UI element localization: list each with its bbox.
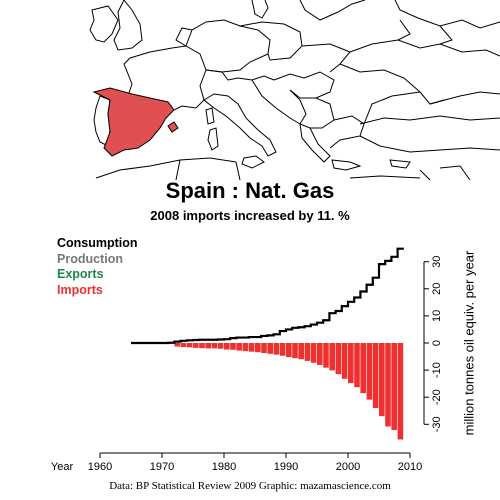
imports-bar bbox=[286, 343, 292, 358]
imports-bar bbox=[304, 343, 311, 361]
map-border bbox=[205, 107, 215, 125]
imports-bar bbox=[236, 343, 242, 351]
y-tick-label: 30 bbox=[431, 256, 443, 268]
imports-bar bbox=[211, 343, 218, 349]
y-tick-label: -30 bbox=[431, 416, 443, 432]
x-tick-label: 1970 bbox=[150, 461, 174, 473]
map-border bbox=[89, 5, 119, 43]
imports-bar bbox=[335, 343, 342, 375]
imports-bar bbox=[329, 343, 335, 371]
legend-imports: Imports bbox=[57, 282, 103, 297]
map-border bbox=[207, 127, 219, 151]
y-tick-label: 20 bbox=[431, 283, 443, 295]
spain-highlight bbox=[92, 87, 175, 157]
imports-bar bbox=[242, 343, 249, 352]
map-border bbox=[251, 79, 307, 125]
imports-bar bbox=[261, 343, 267, 354]
map-border bbox=[95, 157, 237, 179]
map-border bbox=[239, 21, 303, 61]
map-border bbox=[363, 91, 421, 125]
map-border bbox=[349, 39, 500, 57]
y-tick-label: -10 bbox=[431, 362, 443, 378]
map-border bbox=[123, 45, 207, 113]
imports-bar bbox=[273, 343, 280, 355]
imports-bar bbox=[193, 343, 199, 348]
chart-title: Spain : Nat. Gas bbox=[165, 178, 335, 203]
balearic-islands bbox=[167, 121, 179, 133]
imports-bar bbox=[317, 343, 323, 365]
imports-bar bbox=[217, 343, 224, 349]
imports-bar bbox=[385, 343, 391, 427]
imports-bar bbox=[255, 343, 261, 353]
imports-bar bbox=[174, 343, 180, 347]
legend-production: Production bbox=[57, 251, 123, 266]
legend: Consumption Production Exports Imports bbox=[57, 236, 138, 298]
map-border bbox=[175, 27, 193, 47]
map-border bbox=[205, 69, 275, 81]
map-border bbox=[429, 91, 500, 105]
imports-bar bbox=[180, 343, 187, 348]
imports-bar bbox=[224, 343, 230, 350]
x-tick-label: 2000 bbox=[336, 461, 360, 473]
imports-bar bbox=[292, 343, 298, 359]
imports-bar bbox=[397, 343, 404, 440]
map-border bbox=[235, 161, 241, 180]
map-border bbox=[185, 19, 271, 73]
chart-subtitle: 2008 imports increased by 11. % bbox=[150, 208, 350, 223]
imports-bar bbox=[279, 343, 286, 356]
y-tick-label: -20 bbox=[431, 389, 443, 405]
map-border bbox=[349, 175, 421, 179]
x-axis-label: Year bbox=[51, 461, 74, 473]
map-border bbox=[359, 135, 500, 153]
imports-bar bbox=[323, 343, 329, 368]
y-tick-label: 0 bbox=[431, 340, 443, 346]
imports-bar bbox=[379, 343, 385, 417]
imports-bar bbox=[354, 343, 360, 388]
map-border bbox=[299, 0, 366, 21]
imports-bar bbox=[372, 343, 379, 409]
imports-bar bbox=[366, 343, 373, 400]
x-tick-label: 1990 bbox=[274, 461, 298, 473]
imports-bar bbox=[360, 343, 366, 394]
consumption-line bbox=[131, 247, 404, 345]
x-tick-label: 1980 bbox=[212, 461, 236, 473]
imports-bar bbox=[267, 343, 273, 354]
map-border bbox=[175, 159, 181, 180]
imports-bar bbox=[348, 343, 354, 384]
imports-bar bbox=[186, 343, 193, 348]
imports-bar bbox=[205, 343, 211, 349]
map-border bbox=[359, 115, 500, 125]
imports-bar bbox=[391, 343, 397, 430]
imports-bar bbox=[199, 343, 205, 349]
credit-line: Data: BP Statistical Review 2009 Graphic… bbox=[109, 480, 391, 492]
map-border bbox=[251, 0, 269, 19]
map-border bbox=[241, 155, 265, 169]
imports-bar bbox=[230, 343, 236, 350]
imports-bar bbox=[248, 343, 255, 352]
map-border bbox=[439, 25, 453, 45]
map-border bbox=[203, 93, 277, 157]
legend-exports: Exports bbox=[57, 267, 104, 281]
map-border bbox=[113, 0, 143, 51]
imports-bar bbox=[310, 343, 317, 363]
imports-bar bbox=[341, 343, 348, 379]
map-border bbox=[329, 115, 365, 149]
map-border bbox=[331, 159, 362, 171]
legend-consumption: Consumption bbox=[57, 236, 138, 250]
europe-map bbox=[89, 0, 500, 180]
x-tick-label: 2010 bbox=[398, 461, 422, 473]
map-border bbox=[419, 169, 431, 180]
map-border bbox=[439, 165, 471, 180]
y-tick-label: 10 bbox=[431, 310, 443, 322]
map-border bbox=[389, 159, 411, 169]
imports-bar bbox=[298, 343, 304, 360]
map-border bbox=[299, 123, 331, 163]
y-axis-label: million tonnes oil equiv. per year bbox=[461, 250, 476, 435]
x-tick-label: 1960 bbox=[88, 461, 112, 473]
map-border bbox=[397, 19, 411, 41]
